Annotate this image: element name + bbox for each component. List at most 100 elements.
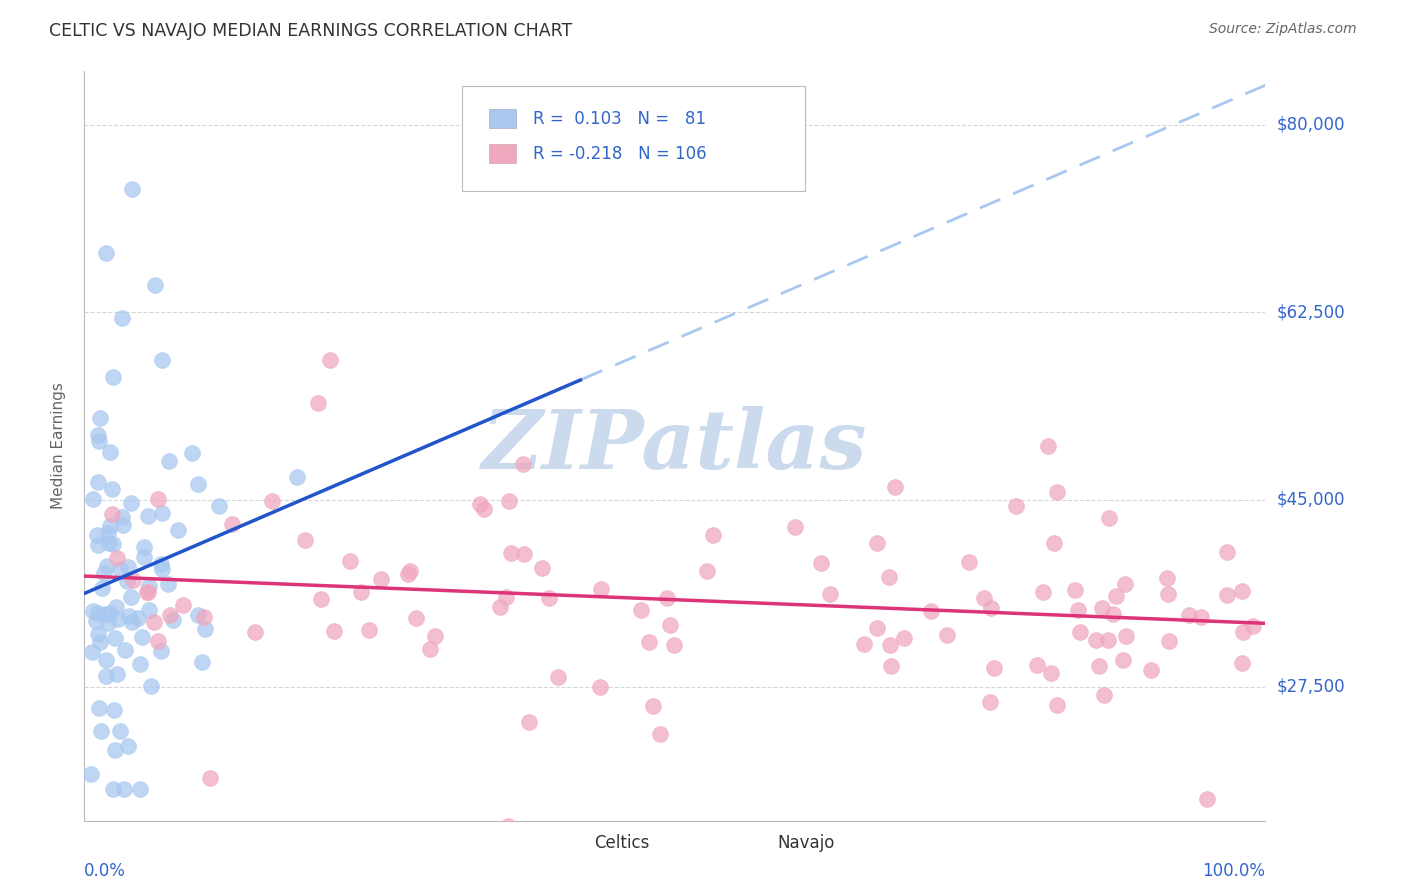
Point: [117, 739, 139, 754]
Point: [101, 781, 124, 796]
Point: [128, 781, 150, 796]
Point: [285, 470, 308, 484]
Point: [979, 695, 1001, 709]
Point: [810, 556, 832, 570]
Point: [1178, 608, 1201, 623]
Text: $27,500: $27,500: [1277, 678, 1346, 696]
Point: [512, 457, 534, 471]
Point: [111, 510, 134, 524]
Point: [468, 497, 491, 511]
Point: [1114, 576, 1136, 591]
Point: [370, 572, 392, 586]
Point: [172, 598, 194, 612]
Point: [120, 496, 142, 510]
Point: [159, 608, 181, 623]
Point: [866, 535, 889, 549]
Point: [419, 642, 441, 657]
Text: 0.0%: 0.0%: [84, 862, 127, 880]
Point: [664, 638, 686, 652]
Point: [90, 723, 112, 738]
Point: [589, 680, 612, 694]
Point: [132, 541, 155, 555]
Point: [641, 699, 664, 714]
Point: [405, 611, 427, 625]
Point: [323, 624, 346, 639]
Point: [114, 643, 136, 657]
Point: [852, 637, 875, 651]
Point: [893, 631, 915, 645]
Point: [193, 610, 215, 624]
Point: [1215, 588, 1237, 602]
Point: [489, 599, 512, 614]
Point: [311, 592, 333, 607]
Text: Source: ZipAtlas.com: Source: ZipAtlas.com: [1209, 22, 1357, 37]
Point: [117, 560, 139, 574]
Point: [1036, 439, 1059, 453]
Point: [128, 657, 150, 672]
Point: [111, 518, 134, 533]
Point: [101, 370, 124, 384]
Y-axis label: Median Earnings: Median Earnings: [51, 383, 66, 509]
Point: [105, 550, 128, 565]
Point: [1098, 510, 1121, 524]
Point: [121, 182, 143, 196]
FancyBboxPatch shape: [489, 145, 516, 163]
Point: [399, 564, 422, 578]
Point: [87, 434, 110, 449]
Point: [135, 585, 157, 599]
Point: [935, 628, 957, 642]
Point: [89, 411, 111, 425]
Point: [472, 502, 495, 516]
Text: $80,000: $80,000: [1277, 116, 1346, 134]
Point: [157, 454, 180, 468]
Point: [121, 615, 143, 630]
Point: [319, 353, 342, 368]
Point: [349, 585, 371, 599]
FancyBboxPatch shape: [557, 834, 585, 852]
Point: [136, 584, 159, 599]
Point: [104, 631, 127, 645]
Point: [1087, 659, 1109, 673]
Point: [94, 653, 117, 667]
Text: R =  0.103   N =   81: R = 0.103 N = 81: [533, 110, 706, 128]
Point: [166, 524, 188, 538]
Point: [1241, 619, 1264, 633]
Point: [94, 607, 117, 622]
Point: [156, 576, 179, 591]
Point: [141, 679, 163, 693]
Point: [884, 480, 907, 494]
Point: [150, 562, 173, 576]
Point: [100, 507, 122, 521]
Point: [262, 493, 284, 508]
Point: [307, 396, 329, 410]
Point: [513, 547, 536, 561]
Point: [1232, 625, 1254, 640]
Point: [111, 310, 134, 325]
Point: [89, 700, 111, 714]
Point: [495, 590, 517, 604]
Point: [198, 771, 221, 785]
Point: [94, 246, 117, 260]
Point: [120, 590, 142, 604]
Point: [149, 557, 172, 571]
Point: [138, 579, 160, 593]
Point: [117, 574, 139, 589]
Point: [105, 667, 128, 681]
FancyBboxPatch shape: [489, 109, 516, 128]
Text: 100.0%: 100.0%: [1202, 862, 1265, 880]
Point: [1232, 657, 1254, 671]
Point: [89, 635, 111, 649]
Point: [104, 743, 127, 757]
Point: [425, 629, 447, 643]
Point: [1064, 582, 1087, 597]
Point: [339, 554, 361, 568]
Point: [97, 526, 120, 541]
Point: [194, 622, 217, 636]
Point: [1032, 584, 1054, 599]
Point: [1097, 633, 1119, 648]
Point: [879, 638, 901, 652]
FancyBboxPatch shape: [740, 834, 768, 852]
Point: [1140, 663, 1163, 677]
Text: CELTIC VS NAVAJO MEDIAN EARNINGS CORRELATION CHART: CELTIC VS NAVAJO MEDIAN EARNINGS CORRELA…: [49, 22, 572, 40]
Point: [1112, 652, 1135, 666]
